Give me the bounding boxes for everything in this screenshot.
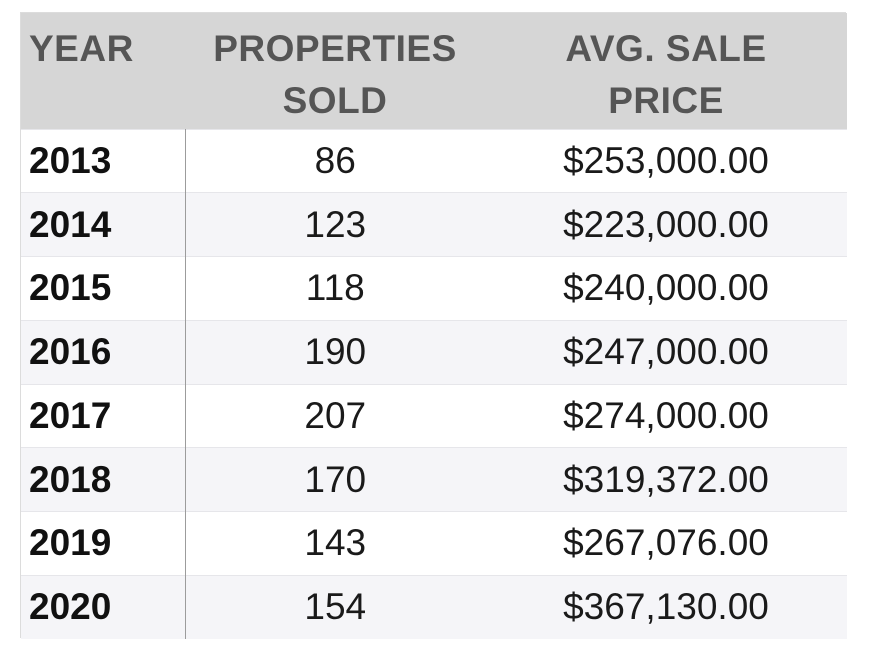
cell-year: 2019 <box>21 511 186 576</box>
table-row: 2015 118 $240,000.00 <box>21 256 847 321</box>
cell-year: 2015 <box>21 256 186 321</box>
cell-avg-sale-price: $223,000.00 <box>485 192 847 257</box>
cell-properties-sold: 123 <box>185 192 485 257</box>
table-row: 2020 154 $367,130.00 <box>21 574 847 639</box>
cell-avg-sale-price: $274,000.00 <box>485 383 847 448</box>
column-header-year: YEAR <box>21 13 185 129</box>
table-row: 2013 86 $253,000.00 <box>21 128 847 193</box>
cell-avg-sale-price: $367,130.00 <box>485 574 847 639</box>
cell-year: 2017 <box>21 383 186 448</box>
table-row: 2018 170 $319,372.00 <box>21 447 847 512</box>
cell-year: 2018 <box>21 447 186 512</box>
cell-properties-sold: 154 <box>185 574 485 639</box>
cell-avg-sale-price: $247,000.00 <box>485 319 847 384</box>
column-header-properties-sold-line-1: PROPERTIES <box>213 28 457 69</box>
cell-avg-sale-price: $267,076.00 <box>485 511 847 576</box>
table-body: 2013 86 $253,000.00 2014 123 $223,000.00… <box>21 128 847 639</box>
table-row: 2014 123 $223,000.00 <box>21 192 847 257</box>
cell-properties-sold: 190 <box>185 319 485 384</box>
cell-year: 2016 <box>21 319 186 384</box>
table-row: 2016 190 $247,000.00 <box>21 319 847 384</box>
column-header-avg-sale-price-line-1: AVG. SALE <box>565 28 767 69</box>
cell-properties-sold: 207 <box>185 383 485 448</box>
column-header-year-line-1: YEAR <box>29 28 134 69</box>
cell-avg-sale-price: $240,000.00 <box>485 256 847 321</box>
table-row: 2017 207 $274,000.00 <box>21 383 847 448</box>
cell-avg-sale-price: $253,000.00 <box>485 128 847 193</box>
cell-properties-sold: 143 <box>185 511 485 576</box>
column-header-properties-sold: PROPERTIES SOLD <box>185 13 485 129</box>
column-header-properties-sold-line-2: SOLD <box>282 80 388 121</box>
cell-year: 2013 <box>21 128 186 193</box>
data-table-container: YEAR PROPERTIES SOLD AVG. SALE PRICE 201… <box>20 12 847 639</box>
header-row: YEAR PROPERTIES SOLD AVG. SALE PRICE <box>21 13 847 129</box>
cell-year: 2014 <box>21 192 186 257</box>
cell-avg-sale-price: $319,372.00 <box>485 447 847 512</box>
column-header-avg-sale-price: AVG. SALE PRICE <box>485 13 847 129</box>
cell-year: 2020 <box>21 574 186 639</box>
table-header: YEAR PROPERTIES SOLD AVG. SALE PRICE <box>21 13 847 129</box>
column-header-avg-sale-price-line-2: PRICE <box>608 80 724 121</box>
cell-properties-sold: 118 <box>185 256 485 321</box>
table-row: 2019 143 $267,076.00 <box>21 511 847 576</box>
cell-properties-sold: 86 <box>185 128 485 193</box>
data-table: YEAR PROPERTIES SOLD AVG. SALE PRICE 201… <box>21 13 847 639</box>
cell-properties-sold: 170 <box>185 447 485 512</box>
